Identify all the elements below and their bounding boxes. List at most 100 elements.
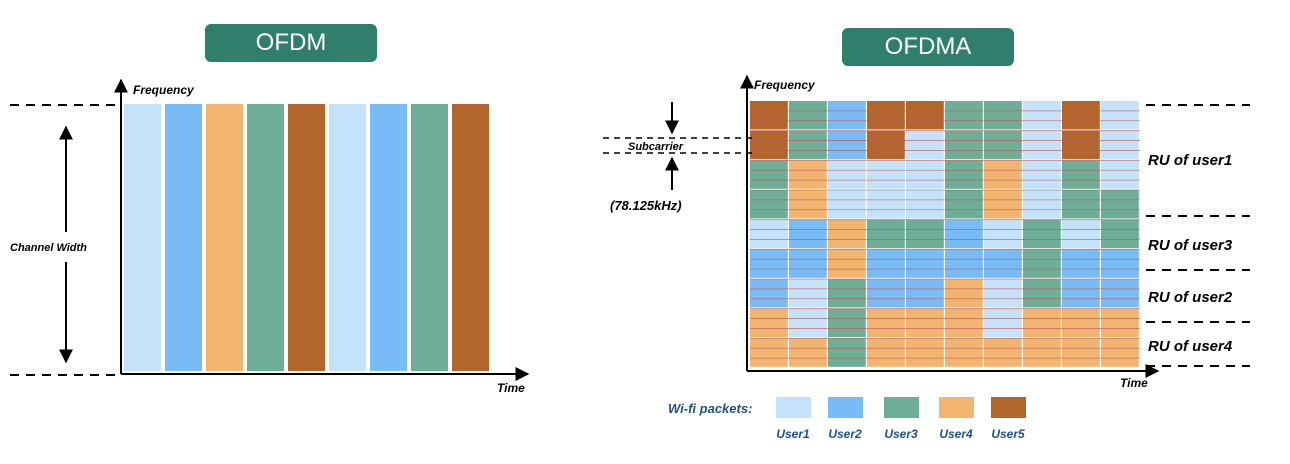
ofdma-cell-user1	[906, 130, 944, 160]
ofdma-cell-user2	[984, 249, 1022, 278]
ofdma-cell-user4	[984, 160, 1022, 189]
ofdma-cell-user1	[789, 308, 827, 338]
ofdma-cell-user2	[750, 249, 788, 278]
legend-label-user2: User2	[828, 427, 862, 441]
ofdma-cell-user3	[789, 101, 827, 130]
ofdma-cell-user3	[1062, 190, 1100, 219]
ofdma-cell-user4	[945, 338, 983, 367]
ofdma-cell-user3	[828, 308, 866, 338]
ofdma-cell-user3	[750, 160, 788, 189]
ofdma-y-axis-label: Frequency	[754, 78, 816, 92]
ofdm-slot-user1	[329, 104, 366, 371]
ofdma-cell-user3	[1023, 219, 1061, 249]
ofdma-cell-user1	[1023, 190, 1061, 219]
ofdma-resource-grid	[750, 101, 1139, 367]
ofdma-cell-user5	[750, 130, 788, 160]
legend-swatch-user5	[991, 397, 1026, 418]
ofdma-x-axis-label: Time	[1120, 376, 1148, 390]
legend-label-user1: User1	[776, 427, 810, 441]
subcarrier-width-label: (78.125kHz)	[610, 198, 682, 213]
ru-label-4: RU of user4	[1148, 338, 1233, 355]
legend-swatch-user3	[884, 397, 919, 418]
ofdma-cell-user1	[867, 160, 905, 189]
ofdma-cell-user4	[984, 190, 1022, 219]
ofdma-cell-user1	[984, 219, 1022, 249]
ofdm-slot-user2	[165, 104, 202, 371]
ofdma-cell-user4	[867, 338, 905, 367]
ofdma-cell-user4	[750, 308, 788, 338]
ofdma-cell-user4	[1062, 338, 1100, 367]
ofdma-cell-user4	[1101, 308, 1139, 338]
ofdma-cell-user3	[828, 279, 866, 308]
ofdma-cell-user2	[867, 249, 905, 278]
ofdma-cell-user1	[984, 308, 1022, 338]
ofdma-cell-user2	[828, 101, 866, 130]
ofdma-cell-user5	[1062, 130, 1100, 160]
ofdma-cell-user1	[750, 219, 788, 249]
ofdma-cell-user3	[945, 190, 983, 219]
ofdma-cell-user3	[828, 338, 866, 367]
ofdma-cell-user3	[1023, 279, 1061, 308]
ofdma-cell-user3	[945, 101, 983, 130]
ofdma-cell-user4	[984, 338, 1022, 367]
ofdma-cell-user3	[867, 219, 905, 249]
ofdma-cell-user1	[906, 160, 944, 189]
ofdma-cell-user4	[906, 338, 944, 367]
ofdma-cell-user2	[1101, 249, 1139, 278]
ofdma-cell-user5	[750, 101, 788, 130]
ru-label-3: RU of user2	[1148, 289, 1233, 306]
ofdma-cell-user2	[789, 219, 827, 249]
ofdma-cell-user4	[867, 308, 905, 338]
ofdma-cell-user2	[789, 249, 827, 278]
ofdma-cell-user4	[945, 279, 983, 308]
legend-label-user3: User3	[884, 427, 918, 441]
ofdma-cell-user4	[1062, 308, 1100, 338]
legend-label-user5: User5	[991, 427, 1025, 441]
ofdm-y-axis-label: Frequency	[133, 83, 195, 97]
ofdma-cell-user1	[1101, 101, 1139, 130]
ofdm-slot-user1	[124, 104, 161, 371]
ofdma-cell-user1	[1023, 130, 1061, 160]
ofdma-cell-user3	[906, 219, 944, 249]
legend-label-user4: User4	[939, 427, 973, 441]
legend-swatch-user1	[776, 397, 811, 418]
ofdm-slot-user3	[247, 104, 284, 371]
ofdma-cell-user4	[1023, 308, 1061, 338]
ofdma-cell-user2	[945, 219, 983, 249]
ofdma-cell-user1	[906, 190, 944, 219]
ofdma-cell-user1	[1062, 219, 1100, 249]
ofdm-badge: OFDM	[205, 24, 377, 62]
ofdma-cell-user5	[867, 101, 905, 130]
ofdma-cell-user1	[984, 279, 1022, 308]
ofdma-cell-user3	[750, 190, 788, 219]
legend-swatch-user4	[939, 397, 974, 418]
ofdma-cell-user1	[1101, 130, 1139, 160]
channel-width-label: Channel Width	[10, 242, 87, 254]
ofdma-cell-user4	[828, 249, 866, 278]
ru-label-2: RU of user3	[1148, 237, 1233, 254]
ofdma-cell-user3	[1101, 219, 1139, 249]
ofdma-cell-user1	[828, 160, 866, 189]
ofdma-cell-user2	[867, 279, 905, 308]
ofdma-cell-user4	[789, 338, 827, 367]
ofdma-cell-user4	[945, 308, 983, 338]
ofdma-cell-user4	[789, 190, 827, 219]
ofdma-cell-user2	[906, 249, 944, 278]
ofdma-cell-user5	[906, 101, 944, 130]
ofdma-cell-user4	[750, 338, 788, 367]
ofdma-cell-user1	[1023, 160, 1061, 189]
ofdm-x-axis-label: Time	[497, 381, 525, 395]
ofdma-cell-user4	[789, 160, 827, 189]
ofdma-cell-user5	[867, 130, 905, 160]
ofdma-cell-user3	[1062, 160, 1100, 189]
ofdma-cell-user1	[789, 279, 827, 308]
ofdma-cell-user1	[828, 190, 866, 219]
ofdma-cell-user4	[828, 219, 866, 249]
ofdm-slot-user5	[288, 104, 325, 371]
legend-title: Wi-fi packets:	[668, 401, 752, 416]
ofdm-slot-user4	[206, 104, 243, 371]
ofdma-cell-user3	[1023, 249, 1061, 278]
ofdma-cell-user3	[984, 130, 1022, 160]
ofdma-cell-user4	[906, 308, 944, 338]
